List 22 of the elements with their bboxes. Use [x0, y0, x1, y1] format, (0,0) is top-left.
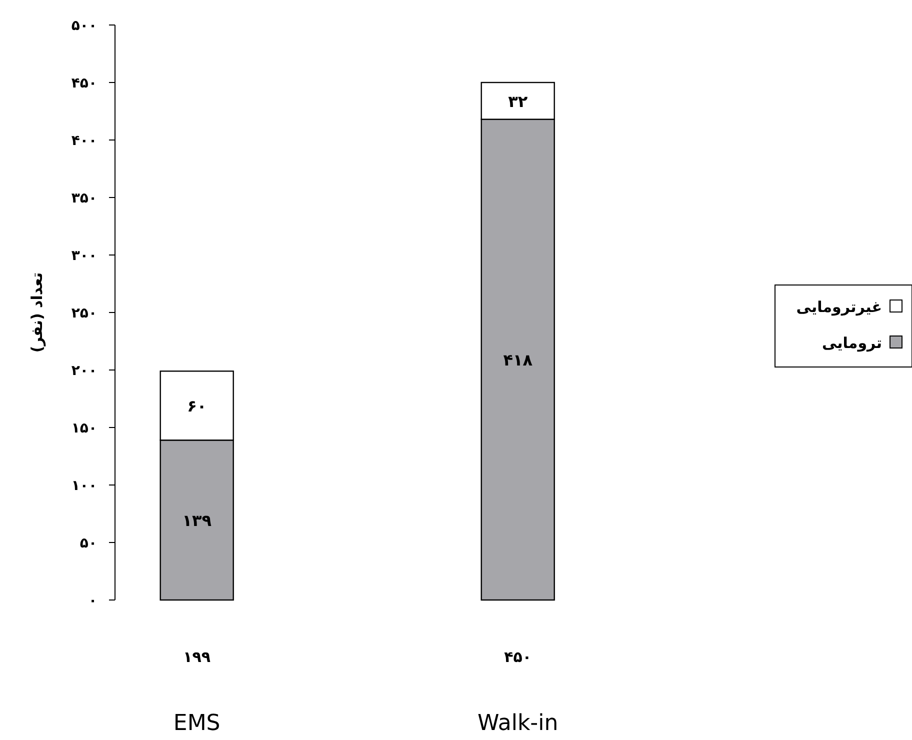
data-label: ۶۰: [187, 396, 207, 416]
y-tick-label: ۳۵۰: [71, 190, 97, 206]
y-axis-title: تعداد (نفر): [28, 272, 46, 353]
y-tick-label: ۲۰۰: [71, 363, 97, 379]
legend-label: غیرترومایی: [796, 298, 882, 316]
y-tick-label: ۳۰۰: [71, 248, 97, 264]
y-tick-label: ۱۵۰: [71, 420, 97, 436]
y-tick-label: ۵۰: [80, 536, 97, 552]
data-label: ۳۲: [508, 92, 528, 111]
total-label: ۱۹۹: [183, 648, 211, 666]
y-tick-label: ۱۰۰: [71, 478, 97, 494]
total-label: ۴۵۰: [504, 648, 532, 666]
data-label: ۴۱۸: [503, 350, 533, 370]
y-tick-label: ۴۰۰: [71, 133, 97, 149]
legend-label: ترومایی: [822, 334, 882, 352]
x-tick-label: EMS: [173, 711, 220, 736]
data-label: ۱۳۹: [182, 511, 212, 530]
x-tick-label: Walk-in: [478, 711, 558, 736]
y-tick-label: ۵۰۰: [71, 18, 97, 34]
y-tick-label: ۲۵۰: [71, 306, 97, 322]
y-tick-label: ۰: [88, 593, 97, 609]
y-tick-label: ۴۵۰: [71, 76, 97, 92]
